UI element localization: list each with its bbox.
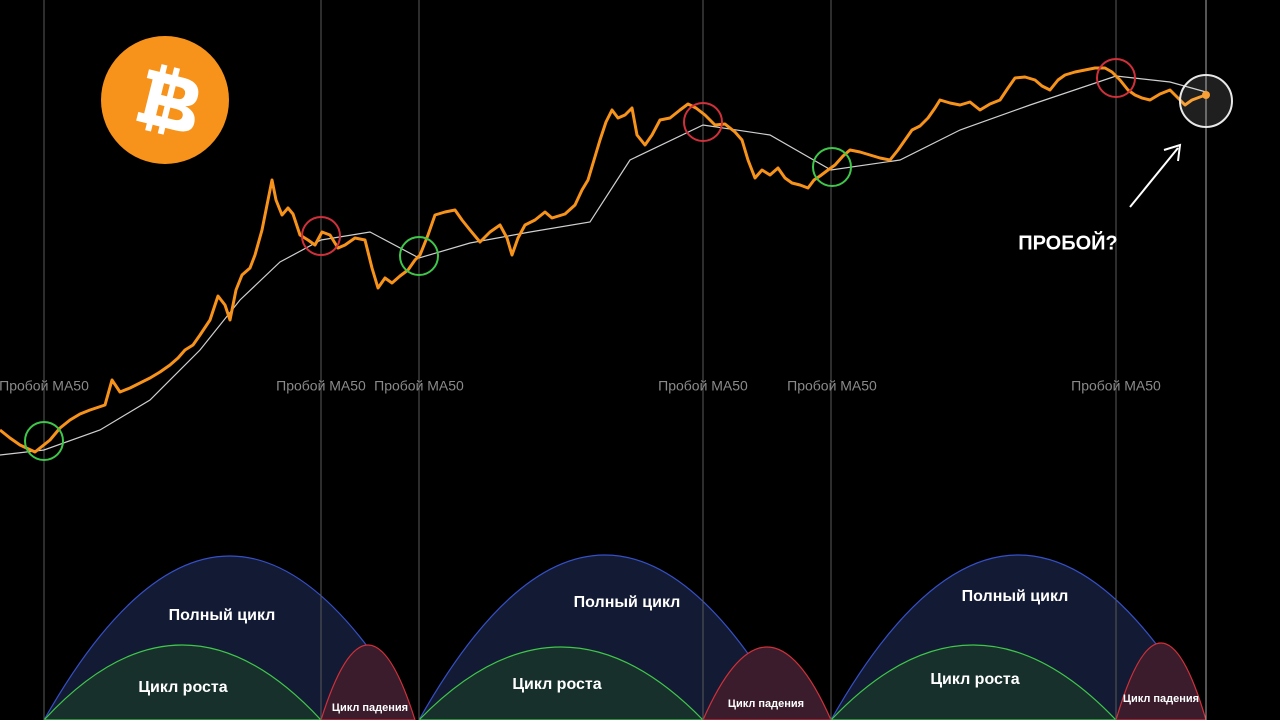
growth-cycle-arch [418, 646, 704, 720]
cycle-arches [43, 554, 1207, 720]
breakout-label: Пробой MA50 [658, 378, 748, 394]
full-cycle-label: Полный цикл [169, 607, 276, 624]
question-circle [1179, 74, 1233, 128]
decline-cycle-label: Цикл падения [1123, 693, 1199, 705]
bull-circle [399, 236, 439, 276]
growth-cycle-arch [43, 644, 322, 720]
growth-cycle-label: Цикл роста [512, 676, 601, 693]
breakout-label: Пробой MA50 [374, 378, 464, 394]
bear-circle [301, 216, 341, 256]
breakout-label: Пробой MA50 [1071, 378, 1161, 394]
price-line [0, 66, 1207, 454]
bear-circle [1096, 58, 1136, 98]
logo-b [136, 69, 199, 132]
decline-cycle-arch [702, 646, 832, 720]
vertical-lines [43, 0, 1207, 720]
question-label: ПРОБОЙ? [1018, 230, 1118, 254]
decline-cycle-arch [1115, 642, 1207, 720]
price-end-dot [1202, 91, 1210, 99]
logo-glyph [136, 64, 199, 135]
ma50-line [0, 75, 1207, 456]
arrow-shaft [1129, 147, 1179, 208]
signal-circles [24, 58, 1233, 461]
bull-circle [812, 147, 852, 187]
growth-cycle-label: Цикл роста [930, 671, 1019, 688]
bull-circle [24, 421, 64, 461]
decline-cycle-label: Цикл падения [332, 702, 408, 714]
growth-cycle-arch [830, 644, 1117, 720]
full-cycle-label: Полный цикл [962, 588, 1069, 605]
decline-cycle-arch [320, 644, 416, 720]
bear-circle [683, 102, 723, 142]
decline-cycle-label: Цикл падения [728, 698, 804, 710]
arrow-head [1163, 143, 1182, 162]
breakout-label: Пробой MA50 [787, 378, 877, 394]
full-cycle-label: Полный цикл [574, 594, 681, 611]
breakout-label: Пробой MA50 [276, 378, 366, 394]
breakout-label: Пробой MA50 [0, 378, 89, 394]
growth-cycle-label: Цикл роста [138, 679, 227, 696]
bitcoin-logo [101, 36, 229, 164]
